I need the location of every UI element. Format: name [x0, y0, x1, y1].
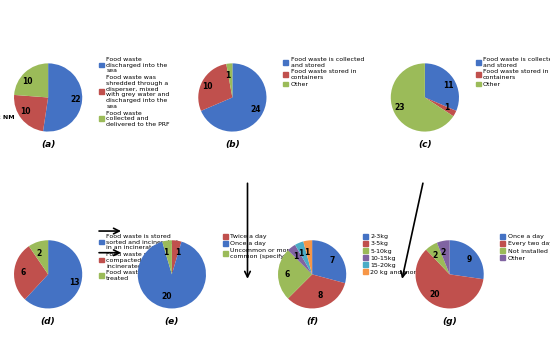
Text: 11: 11	[443, 81, 454, 90]
Legend: 2-3kg, 3-5kg, 5-10kg, 10-15kg, 15-20kg, 20 kg and more: 2-3kg, 3-5kg, 5-10kg, 10-15kg, 15-20kg, …	[362, 233, 421, 275]
Wedge shape	[426, 243, 450, 274]
Wedge shape	[288, 274, 345, 308]
Wedge shape	[295, 242, 312, 274]
Text: 1: 1	[163, 248, 169, 257]
Text: 2: 2	[432, 251, 438, 260]
Wedge shape	[226, 64, 233, 97]
Text: 13: 13	[69, 278, 79, 287]
Text: 6: 6	[285, 270, 290, 279]
Text: 6: 6	[21, 268, 26, 277]
Text: 10: 10	[23, 77, 33, 86]
Text: (b): (b)	[225, 140, 240, 149]
Text: 24: 24	[251, 105, 261, 114]
Legend: Food waste is collected
and stored, Food waste stored in
containers, Other: Food waste is collected and stored, Food…	[282, 56, 365, 88]
Legend: Once a day, Every two days, Not installed / not used, Other: Once a day, Every two days, Not installe…	[499, 233, 550, 261]
Text: 8: 8	[318, 291, 323, 300]
Legend: Food waste
discharged into the
sea, Food waste was
shredded through a
disperser,: Food waste discharged into the sea, Food…	[98, 56, 170, 128]
Wedge shape	[449, 240, 483, 279]
Wedge shape	[391, 64, 453, 131]
Wedge shape	[199, 64, 232, 111]
Wedge shape	[25, 240, 82, 308]
Wedge shape	[303, 240, 312, 274]
Wedge shape	[138, 242, 206, 308]
Text: 1: 1	[293, 252, 299, 261]
Text: 1: 1	[304, 248, 309, 257]
Text: (a): (a)	[41, 140, 56, 149]
Wedge shape	[14, 95, 48, 131]
Wedge shape	[425, 97, 456, 116]
Wedge shape	[416, 250, 483, 308]
Text: (d): (d)	[41, 317, 56, 326]
Text: 10: 10	[202, 82, 213, 91]
Wedge shape	[14, 246, 48, 299]
Wedge shape	[288, 245, 312, 274]
Text: 23: 23	[395, 104, 405, 113]
Text: 10: 10	[20, 107, 31, 116]
Wedge shape	[437, 240, 450, 274]
Text: 1: 1	[175, 248, 180, 257]
Legend: Food waste is collected
and stored, Food waste stored in
containers, Other: Food waste is collected and stored, Food…	[475, 56, 550, 88]
Text: 7: 7	[329, 256, 335, 265]
Text: (c): (c)	[418, 140, 432, 149]
Text: 12 NM: 12 NM	[0, 115, 15, 120]
Text: 22: 22	[70, 95, 81, 104]
Text: 1: 1	[444, 104, 450, 113]
Wedge shape	[172, 240, 182, 274]
Text: (g): (g)	[442, 317, 457, 326]
Wedge shape	[14, 64, 48, 97]
Text: 2: 2	[440, 248, 446, 257]
Wedge shape	[162, 240, 172, 274]
Text: 2: 2	[36, 249, 42, 258]
Text: 1: 1	[299, 249, 304, 258]
Text: (f): (f)	[306, 317, 318, 326]
Wedge shape	[278, 250, 312, 299]
Text: 1: 1	[225, 71, 230, 80]
Wedge shape	[201, 64, 266, 131]
Wedge shape	[43, 64, 82, 131]
Text: (e): (e)	[164, 317, 179, 326]
Legend: Food waste is stored
sorted and incinerated
in an incinerator, Food waste sorted: Food waste is stored sorted and incinera…	[98, 233, 179, 282]
Wedge shape	[312, 240, 346, 283]
Text: 20: 20	[161, 292, 172, 301]
Text: 9: 9	[466, 255, 472, 264]
Legend: Twice a day, Once a day, Uncommon or more
common (specify): Twice a day, Once a day, Uncommon or mor…	[222, 233, 294, 260]
Wedge shape	[29, 240, 48, 274]
Wedge shape	[425, 64, 459, 111]
Text: 20: 20	[429, 290, 439, 299]
